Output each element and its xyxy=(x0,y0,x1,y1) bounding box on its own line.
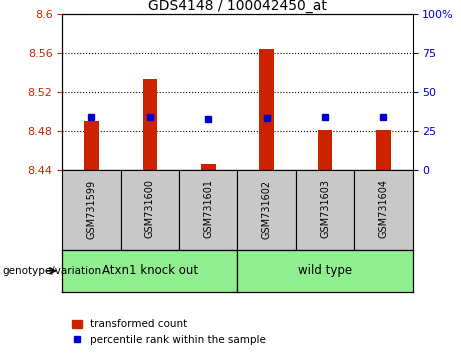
Title: GDS4148 / 100042450_at: GDS4148 / 100042450_at xyxy=(148,0,327,13)
Text: GSM731603: GSM731603 xyxy=(320,179,330,239)
Bar xyxy=(84,121,99,170)
Text: GSM731599: GSM731599 xyxy=(86,179,96,239)
Text: GSM731604: GSM731604 xyxy=(378,179,389,239)
Text: wild type: wild type xyxy=(298,264,352,277)
Bar xyxy=(259,49,274,170)
Bar xyxy=(142,79,157,170)
Text: Atxn1 knock out: Atxn1 knock out xyxy=(102,264,198,277)
Text: GSM731600: GSM731600 xyxy=(145,179,155,239)
Bar xyxy=(376,130,391,170)
Legend: transformed count, percentile rank within the sample: transformed count, percentile rank withi… xyxy=(67,315,271,349)
Text: genotype/variation: genotype/variation xyxy=(2,266,101,276)
Text: GSM731601: GSM731601 xyxy=(203,179,213,239)
Text: GSM731602: GSM731602 xyxy=(261,179,272,239)
Bar xyxy=(318,130,332,170)
Bar xyxy=(201,164,216,170)
